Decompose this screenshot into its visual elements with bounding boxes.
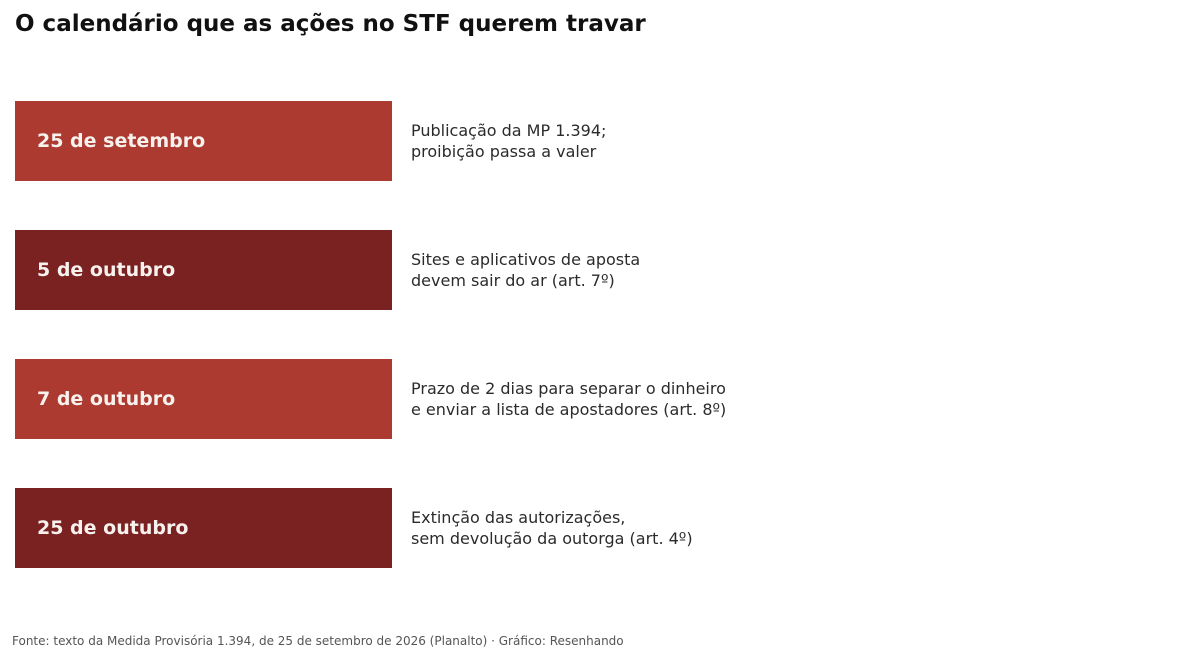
date-box: 25 de setembro <box>15 101 392 181</box>
source-note: Fonte: texto da Medida Provisória 1.394,… <box>12 634 624 648</box>
timeline-event: 25 de outubro Extinção das autorizações,… <box>0 488 1200 568</box>
event-date: 5 de outubro <box>37 259 176 281</box>
event-description-line: Prazo de 2 dias para separar o dinheiro <box>411 379 726 398</box>
event-description: Publicação da MP 1.394; proibição passa … <box>411 101 1111 181</box>
event-date: 7 de outubro <box>37 388 176 410</box>
event-description-line: Publicação da MP 1.394; <box>411 121 607 140</box>
event-description-line: Extinção das autorizações, <box>411 508 626 527</box>
event-description: Extinção das autorizações, sem devolução… <box>411 488 1111 568</box>
timeline-event: 25 de setembro Publicação da MP 1.394; p… <box>0 101 1200 181</box>
timeline-event: 5 de outubro Sites e aplicativos de apos… <box>0 230 1200 310</box>
date-box: 25 de outubro <box>15 488 392 568</box>
event-description-line: e enviar a lista de apostadores (art. 8º… <box>411 400 727 419</box>
event-description: Sites e aplicativos de aposta devem sair… <box>411 230 1111 310</box>
event-description-line: sem devolução da outorga (art. 4º) <box>411 529 693 548</box>
date-box: 7 de outubro <box>15 359 392 439</box>
event-date: 25 de setembro <box>37 130 206 152</box>
event-description: Prazo de 2 dias para separar o dinheiro … <box>411 359 1111 439</box>
event-date: 25 de outubro <box>37 517 189 539</box>
event-description-line: devem sair do ar (art. 7º) <box>411 271 615 290</box>
timeline-event: 7 de outubro Prazo de 2 dias para separa… <box>0 359 1200 439</box>
event-description-line: proibição passa a valer <box>411 142 597 161</box>
event-description-line: Sites e aplicativos de aposta <box>411 250 641 269</box>
page-title: O calendário que as ações no STF querem … <box>15 11 646 37</box>
date-box: 5 de outubro <box>15 230 392 310</box>
